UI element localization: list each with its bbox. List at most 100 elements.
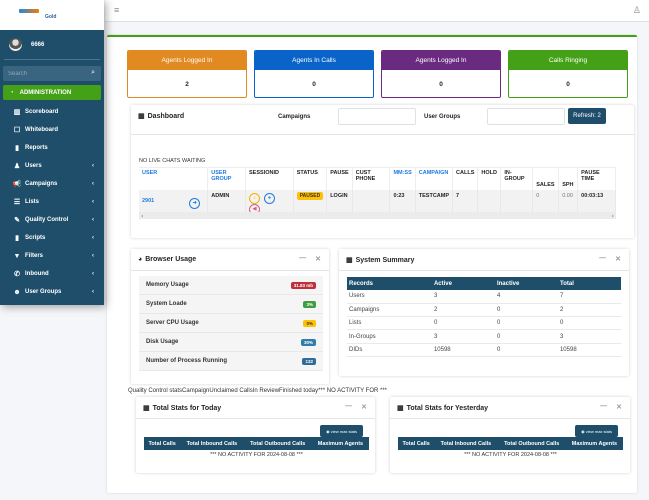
sidebar-item-inbound[interactable]: ✆ Inbound ‹ [0,265,104,283]
cell: 3 [557,329,621,344]
sidebar-item-user-groups[interactable]: ☻ User Groups ‹ [0,283,104,301]
no-activity-message: *** NO ACTIVITY FOR 2024-08-08 *** [210,452,303,458]
col-total-outbound: Total Outbound Calls [497,437,566,450]
cell: In-Groups [347,329,432,344]
col-mmss[interactable]: MM:SS [389,167,416,190]
table-icon: ▦ [346,257,353,264]
stats-yesterday-table: Total Calls Total Inbound Calls Total Ou… [398,437,623,460]
quality-control-stats-text: Quality Control statsCampaignUnclaimed C… [128,388,387,394]
sidebar-item-scripts[interactable]: ▮ Scripts ‹ [0,229,104,247]
minimize-icon[interactable]: — [345,403,353,410]
hamburger-menu-icon[interactable]: ≡ [114,5,120,15]
square-icon: ☐ [13,127,21,134]
card-value: 0 [312,81,316,88]
sidebar-item-campaigns[interactable]: 📢 Campaigns ‹ [0,175,104,193]
sidebar-item-scoreboard[interactable]: ▥ Scoreboard [0,103,104,121]
panel-header: ◕ Browser Usage — ✕ [131,249,329,271]
col-calls: CALLS [452,167,479,190]
cell: 2 [431,303,495,318]
scroll-right-icon[interactable]: ▸ [611,213,614,218]
col-total-calls: Total Calls [398,437,435,450]
view-max-stats-button[interactable]: ◉ view max stats [575,425,618,437]
col-campaign[interactable]: CAMPAIGN [415,167,454,190]
cell: 0 [431,316,495,331]
campaigns-label: Campaigns [278,113,311,120]
col-total: Total [557,277,621,290]
phone-icon: ✆ [14,271,20,278]
sidebar-item-whiteboard[interactable]: ☐ Whiteboard [0,121,104,139]
card-agents-logged-in: Agents Logged In 2 [127,50,247,98]
sidebar-item-lists[interactable]: ☰ Lists ‹ [0,193,104,211]
sidebar-item-label: Lists [25,199,40,205]
card-title: Agents Logged In [128,51,246,70]
close-icon[interactable]: ✕ [615,256,621,263]
minimize-icon[interactable]: — [599,255,607,262]
list-item: Memory Usage 31.83 mb [139,276,323,295]
table-row: Lists 0 0 0 [347,316,621,331]
card-title: Agents In Calls [255,51,373,70]
cell: Lists [347,316,432,331]
col-records: Records [347,277,432,290]
table-row: DIDs 10598 0 10598 [347,343,621,357]
microphone-icon[interactable]: ● [264,192,275,204]
sidebar-item-filters[interactable]: ▼ Filters ‹ [0,247,104,265]
horizontal-scrollbar[interactable]: ◂ ▸ [139,212,616,219]
col-user[interactable]: USER [139,167,209,190]
system-summary-panel: ▦ System Summary — ✕ Records Active Inacti… [339,249,629,376]
table-icon: ▦ [143,405,150,412]
col-cust-phone: CUST PHONE [352,167,391,190]
cell: 3 [431,329,495,344]
col-user-group[interactable]: USER GROUP [207,167,246,190]
search-input[interactable] [3,66,101,81]
user-link[interactable]: 2901 [142,198,155,204]
sidebar-item-label: Filters [25,253,44,259]
bullhorn-icon: 📢 [12,181,22,188]
eye-icon: ◉ [326,428,331,434]
close-icon[interactable]: ✕ [616,404,622,411]
sidebar-item-administration[interactable]: ◔ ADMINISTRATION [3,85,101,100]
stat-cards: Agents Logged In 2 Agents In Calls 0 Age… [127,50,628,98]
panel-title: Dashboard [147,112,185,120]
close-icon[interactable]: ✕ [361,404,367,411]
sidebar-item-quality-control[interactable]: ✎ Quality Control ‹ [0,211,104,229]
cell: 4 [494,290,558,304]
stats-yesterday-panel: ▦ Total Stats for Yesterday — ✕ ◉ view max… [390,397,630,473]
view-max-stats-button[interactable]: ◉ view max stats [320,425,363,437]
brand-logo[interactable]: Gold [0,0,104,30]
search-icon[interactable]: ⌕ [91,69,95,76]
no-activity-message: *** NO ACTIVITY FOR 2024-08-08 *** [464,452,557,458]
card-title: Calls Ringing [509,51,627,70]
sidebar-item-users[interactable]: ♟ Users ‹ [0,157,104,175]
file-icon: ▮ [15,235,19,242]
sidebar-nav-list: ▥ Scoreboard ☐ Whiteboard ▮ Reports ♟ Users ‹… [0,103,104,301]
minimize-icon[interactable]: — [299,255,307,262]
filter-icon: ▼ [13,252,21,260]
usage-label: Memory Usage [146,282,189,288]
col-status: STATUS [293,167,328,190]
stats-today-table: Total Calls Total Inbound Calls Total Ou… [144,437,369,460]
user-groups-select[interactable] [487,108,565,125]
card-value: 2 [185,81,189,88]
dashboard-gauge-icon: ◔ [10,89,14,96]
logout-agent-icon[interactable]: ➜ [189,198,201,209]
scroll-left-icon[interactable]: ◂ [141,213,144,218]
col-total-outbound: Total Outbound Calls [243,437,312,450]
close-icon[interactable]: ✕ [315,256,321,263]
user-menu-icon[interactable]: ♙ [632,5,641,15]
cell: 3 [431,290,495,304]
avatar [9,38,22,51]
barge-ear-icon[interactable]: ♪ [249,192,260,204]
campaigns-select[interactable] [338,108,416,125]
cell: Users [347,290,432,304]
chevron-left-icon: ‹ [92,253,94,259]
user-panel[interactable]: 6666 [4,30,100,60]
sidebar-item-reports[interactable]: ▮ Reports [0,139,104,157]
refresh-button[interactable]: Refresh: 2 [568,108,606,124]
table-icon: ▦ [138,113,145,120]
button-label: view max stats [330,428,357,434]
chevron-left-icon: ‹ [92,181,94,187]
user-groups-label: User Groups [424,113,461,120]
panel-header: ▦ Total Stats for Yesterday — ✕ [390,397,630,419]
minimize-icon[interactable]: — [600,403,608,410]
sidebar-search: ⌕ [3,66,101,81]
